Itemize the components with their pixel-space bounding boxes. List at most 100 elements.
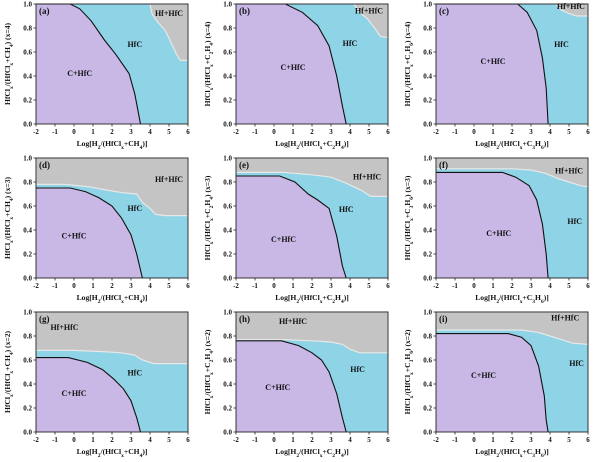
panel-label: (h) [239,314,250,324]
chart-svg-a: -2 -1 0 1 2 3 4 5 6 0.0 0.2 0.4 0.6 0.8 1.0 (a) C+HfC HfC… [3,1,190,152]
region-label-hfc: HfC [343,39,358,48]
region-label-hf-hfc: Hf+HfC [551,313,579,322]
x-tick-label: 2 [510,436,514,444]
y-tick-label: 1.0 [223,309,232,317]
y-tick-label: 0.4 [423,73,432,81]
x-tick-label: 2 [510,282,514,290]
region-label-hf-hfc: Hf+HfC [355,7,383,16]
x-tick-label: 6 [386,282,390,290]
x-tick-label: 1 [91,436,95,444]
y-tick-label: 0.8 [23,179,32,187]
y-tick-label: 0.2 [23,251,32,259]
panel-h: -2 -1 0 1 2 3 4 5 6 0.0 0.2 0.4 0.6 0.8 1.0 (h) C+HfC HfC… [200,308,400,462]
x-tick-label: -1 [52,282,58,290]
y-tick-label: 0.0 [223,121,232,129]
x-tick-label: 3 [129,436,133,444]
y-tick-label: 1.0 [423,155,432,163]
region-label-c-hfc: C+HfC [265,383,290,392]
chart-svg-c: -2 -1 0 1 2 3 4 5 6 0.0 0.2 0.4 0.6 0.8 1.0 (c) C+HfC HfC… [403,1,590,152]
x-tick-label: 6 [586,436,590,444]
region-label-hfc: HfC [554,40,569,49]
chart-svg-b: -2 -1 0 1 2 3 4 5 6 0.0 0.2 0.4 0.6 0.8 1.0 (b) C+HfC HfC… [203,1,390,152]
chart-svg-h: -2 -1 0 1 2 3 4 5 6 0.0 0.2 0.4 0.6 0.8 1.0 (h) C+HfC HfC… [203,309,390,460]
x-axis-label: Log[H2/(HfClx+C2H4)] [275,293,349,305]
y-axis-label: HfClx/(HfClx+C2H4) (x=2) [203,329,215,414]
phase-boundary-line [36,3,142,125]
y-tick-label: 1.0 [223,155,232,163]
x-tick-label: 6 [586,282,590,290]
region-c-hfc [36,188,143,278]
y-tick-label: 0.2 [223,251,232,259]
x-tick-label: 0 [72,282,76,290]
x-axis-label: Log[H2/(HfClx+C3H6)] [475,447,549,459]
region-c-hfc [436,172,549,278]
region-label-hfc: HfC [569,359,584,368]
x-axis-label: Log[H2/(HfClx+C3H6)] [475,293,549,305]
phase-boundary-line [36,187,143,279]
y-tick-label: 0.4 [223,73,232,81]
region-c-hfc [36,4,141,124]
x-tick-label: 3 [129,282,133,290]
x-tick-label: 5 [167,282,171,290]
region-label-hf-hfc: Hf+HfC [155,175,183,184]
phase-boundary-line [36,357,142,433]
x-tick-label: 2 [310,128,314,136]
region-label-hf-hfc: Hf+HfC [353,173,381,182]
x-tick-label: -1 [252,282,258,290]
y-axis-label: HfClx/(HfClx+CH4) (x=3) [3,176,15,259]
panel-label: (c) [439,6,449,16]
y-axis-label: HfClx/(HfClx+C3H6) (x=2) [403,329,415,414]
y-tick-label: 1.0 [23,1,32,9]
y-tick-label: 0.6 [223,203,232,211]
y-tick-label: 0.0 [23,429,32,437]
y-tick-label: 0.0 [423,429,432,437]
y-tick-label: 0.6 [23,357,32,365]
x-tick-label: 6 [386,128,390,136]
y-tick-label: 1.0 [23,309,32,317]
region-label-c-hfc: C+HfC [281,63,306,72]
panel-d: -2 -1 0 1 2 3 4 5 6 0.0 0.2 0.4 0.6 0.8 1.0 (d) C+HfC HfC… [0,154,200,308]
region-c-hfc [236,176,347,278]
x-tick-label: 0 [472,436,476,444]
panel-label: (e) [239,160,249,170]
region-label-c-hfc: C+HfC [486,229,511,238]
x-tick-label: 6 [386,436,390,444]
x-tick-label: 6 [586,128,590,136]
x-tick-label: -2 [433,436,439,444]
y-tick-label: 1.0 [23,155,32,163]
region-label-hf-hfc: Hf+HfC [557,2,585,11]
x-tick-label: -2 [233,128,239,136]
x-tick-label: -1 [452,282,458,290]
y-tick-label: 0.6 [423,203,432,211]
y-tick-label: 0.6 [423,49,432,57]
y-tick-label: 0.8 [223,25,232,33]
phase-boundary-line [236,340,347,433]
phase-boundary-line [236,175,347,279]
y-tick-label: 0.4 [23,73,32,81]
y-tick-label: 0.4 [23,227,32,235]
y-tick-label: 0.8 [223,333,232,341]
y-tick-label: 0.0 [423,275,432,283]
y-tick-label: 1.0 [223,1,232,9]
region-c-hfc [436,4,549,124]
chart-svg-i: -2 -1 0 1 2 3 4 5 6 0.0 0.2 0.4 0.6 0.8 1.0 (i) C+HfC HfC… [403,309,590,460]
x-tick-label: 3 [329,128,333,136]
x-tick-label: 5 [367,128,371,136]
y-tick-label: 0.4 [223,381,232,389]
x-tick-label: 5 [567,436,571,444]
x-tick-label: 2 [110,128,114,136]
x-tick-label: 2 [310,436,314,444]
x-axis-label: Log[H2/(HfClx+CH4)] [77,293,148,305]
y-tick-label: 0.2 [23,405,32,413]
y-tick-label: 1.0 [423,1,432,9]
x-tick-label: 3 [529,282,533,290]
panel-label: (i) [439,314,448,324]
region-label-hfc: HfC [127,40,142,49]
y-axis-label: HfClx/(HfClx+C3H6) (x=3) [403,175,415,260]
x-tick-label: 0 [272,436,276,444]
x-tick-label: 3 [529,436,533,444]
x-tick-label: 1 [491,128,495,136]
y-tick-label: 0.2 [223,97,232,105]
x-tick-label: -1 [452,128,458,136]
region-label-c-hfc: C+HfC [67,69,92,78]
